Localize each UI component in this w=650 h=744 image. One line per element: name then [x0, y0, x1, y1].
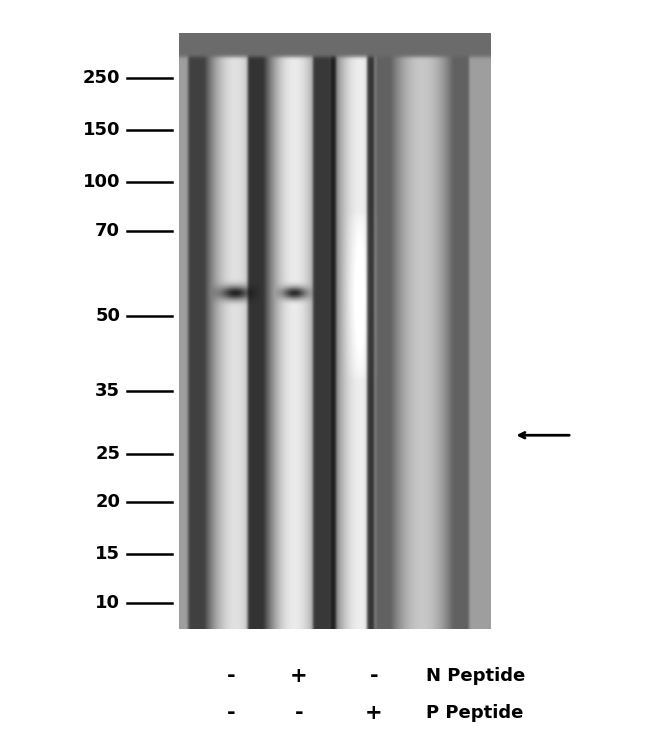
Text: 25: 25: [96, 445, 120, 463]
Text: -: -: [369, 666, 378, 685]
Text: 150: 150: [83, 121, 120, 139]
Text: N Peptide: N Peptide: [426, 667, 525, 684]
Text: +: +: [365, 703, 383, 722]
Text: P Peptide: P Peptide: [426, 704, 523, 722]
Text: 250: 250: [83, 69, 120, 87]
Text: -: -: [226, 666, 235, 685]
Text: +: +: [290, 666, 308, 685]
Text: -: -: [226, 703, 235, 722]
Text: 70: 70: [96, 222, 120, 240]
Text: -: -: [294, 703, 304, 722]
Text: 50: 50: [96, 307, 120, 325]
Text: 20: 20: [96, 493, 120, 511]
Text: 100: 100: [83, 173, 120, 191]
Text: 15: 15: [96, 545, 120, 563]
Text: 10: 10: [96, 594, 120, 612]
Text: 35: 35: [96, 382, 120, 400]
